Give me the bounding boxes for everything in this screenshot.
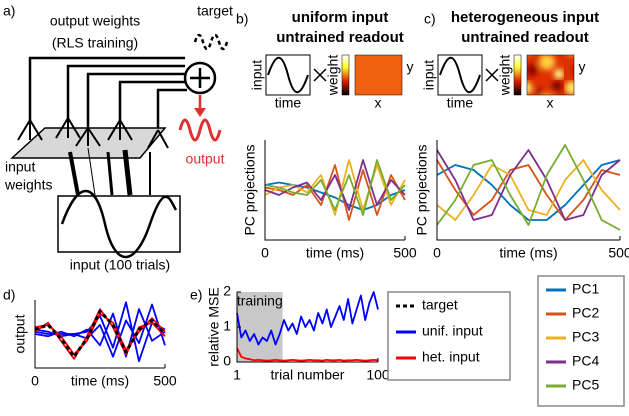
input-wave — [60, 190, 178, 258]
input-box — [57, 195, 181, 253]
series-line — [236, 291, 379, 346]
inset-signal — [439, 56, 481, 94]
x-axis-label: time (ms) — [71, 373, 129, 389]
weight-map — [354, 54, 403, 96]
readout-sublabel: (RLS training) — [52, 35, 138, 51]
x-tick-label: 500 — [153, 373, 177, 389]
colorbar-label: weight — [497, 55, 513, 97]
panel-label: e) — [190, 287, 202, 303]
sum-plus — [190, 68, 210, 88]
output-arrowhead — [194, 108, 206, 117]
input-weights-label: input — [5, 159, 35, 175]
series-line — [264, 164, 406, 221]
chart-subtitle: untrained readout — [276, 29, 404, 46]
legend-label: PC2 — [572, 305, 599, 321]
network-diagram: output weights (RLS training) target out… — [4, 3, 233, 273]
input-arrows — [68, 147, 151, 196]
x-axis-label: time (ms) — [499, 245, 557, 261]
weight-map — [526, 54, 575, 96]
x-tick-label: 100 — [366, 367, 390, 383]
series-line — [436, 144, 621, 231]
map-ylabel: y — [579, 59, 586, 75]
legend-label: het. input — [422, 349, 480, 365]
legend-label: target — [422, 297, 458, 313]
readout-label: output weights — [50, 13, 140, 29]
legend-box — [537, 275, 625, 407]
legend-label: PC5 — [572, 377, 599, 393]
x-tick-label: 1 — [233, 367, 241, 383]
series-line — [34, 309, 167, 359]
inset-ylabel: input — [421, 60, 437, 90]
panel-label: a) — [3, 3, 15, 19]
input-weights-label: weights — [4, 177, 52, 193]
x-tick-label: 0 — [261, 245, 269, 261]
target-label: target — [197, 3, 233, 19]
panel-label: c) — [424, 11, 436, 27]
chart-title: heterogeneous input — [451, 9, 599, 26]
output-label: output — [186, 151, 225, 167]
series-line — [436, 159, 621, 221]
x-axis-label: time (ms) — [306, 245, 364, 261]
colorbar — [513, 54, 522, 96]
output-wave — [178, 118, 222, 142]
times-sign — [485, 68, 499, 82]
times-sign — [313, 68, 327, 82]
x-tick-label: 0 — [433, 245, 441, 261]
chart-subtitle: untrained readout — [461, 29, 589, 46]
map-xlabel: x — [547, 95, 554, 111]
legend-label: PC1 — [572, 281, 599, 297]
legend-box — [387, 291, 511, 381]
chart-title: uniform input — [292, 9, 389, 26]
panel-label: d) — [3, 287, 15, 303]
y-axis-label: output — [12, 314, 28, 353]
target-wave — [193, 33, 229, 51]
inset-signal — [267, 56, 309, 94]
neurons — [17, 117, 169, 149]
y-axis-label: PC projections — [242, 144, 258, 235]
x-axis-label: trial number — [271, 367, 345, 383]
colorbar — [341, 54, 350, 96]
input-label: input (100 trials) — [70, 257, 170, 273]
series-line — [436, 159, 621, 221]
y-axis-label: relative MSE — [206, 287, 222, 366]
series-line — [236, 347, 379, 362]
y-tick-label: 1 — [223, 318, 231, 334]
series-line — [436, 149, 621, 221]
y-tick-label: 0 — [223, 353, 231, 369]
inset-ylabel: input — [249, 60, 265, 90]
inset-xlabel: time — [447, 95, 474, 111]
training-label: training — [237, 293, 283, 309]
inset-xlabel: time — [275, 95, 302, 111]
colorbar-label: weight — [325, 55, 341, 97]
panel-label: b) — [236, 11, 248, 27]
x-tick-label: 500 — [608, 245, 629, 261]
series-line — [34, 308, 166, 360]
legend-label: PC4 — [572, 353, 599, 369]
series-line — [264, 159, 406, 216]
x-tick-label: 0 — [31, 373, 39, 389]
y-axis-label: PC projections — [414, 144, 430, 235]
series-line — [264, 159, 406, 216]
series-line — [436, 159, 621, 221]
legend-label: PC3 — [572, 329, 599, 345]
legend-label: unif. input — [422, 323, 483, 339]
y-tick-label: 2 — [223, 283, 231, 299]
training-region — [237, 292, 283, 362]
map-ylabel: y — [407, 59, 414, 75]
map-xlabel: x — [375, 95, 382, 111]
x-tick-label: 500 — [393, 245, 417, 261]
readout-arrows — [28, 56, 187, 130]
